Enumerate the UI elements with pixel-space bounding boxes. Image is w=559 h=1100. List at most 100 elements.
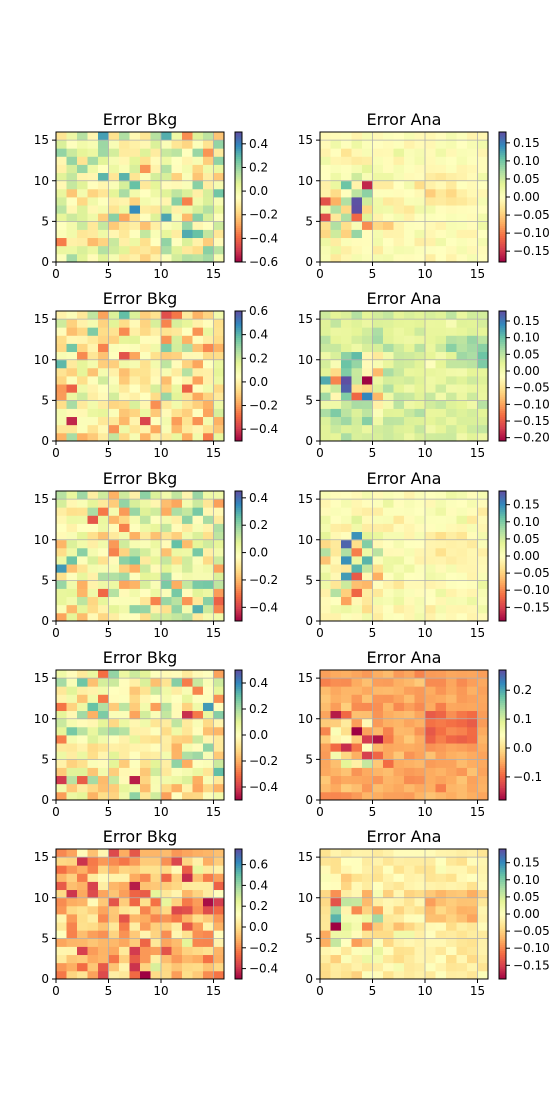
heatmap-cell: [192, 865, 204, 874]
heatmap-cell: [119, 376, 130, 385]
heatmap-cell: [192, 253, 204, 263]
colorbar-segment: [235, 245, 242, 249]
heatmap-cell: [119, 735, 130, 744]
colorbar-segment: [235, 618, 242, 622]
heatmap-cell: [456, 319, 468, 328]
heatmap-cell: [351, 523, 363, 533]
heatmap-cell: [435, 531, 447, 541]
heatmap-cell: [66, 245, 78, 255]
heatmap-cell: [87, 531, 99, 541]
colorbar-segment: [235, 871, 242, 874]
heatmap-cell: [87, 694, 99, 703]
heatmap-cell: [56, 515, 67, 524]
heatmap-cell: [372, 539, 384, 549]
heatmap-cell: [446, 775, 457, 785]
heatmap-cell: [171, 188, 183, 198]
heatmap-cell: [192, 491, 204, 500]
colorbar-segment: [499, 319, 506, 322]
heatmap-cell: [108, 710, 120, 720]
x-tick-label: 5: [369, 805, 377, 819]
heatmap-cell: [435, 205, 447, 214]
colorbar-segment: [235, 227, 242, 230]
colorbar-segment: [499, 873, 506, 876]
heatmap-cell: [150, 922, 162, 931]
heatmap-cell: [171, 767, 183, 777]
heatmap-cell: [362, 849, 373, 858]
heatmap-cell: [66, 751, 78, 760]
heatmap-cell: [108, 970, 120, 980]
heatmap-cell: [467, 735, 478, 744]
heatmap-cell: [351, 327, 363, 336]
heatmap-cell: [150, 962, 162, 972]
colorbar-segment: [235, 132, 242, 135]
colorbar-segment: [235, 942, 242, 945]
heatmap-cell: [56, 857, 67, 866]
heatmap-cell: [446, 205, 457, 214]
y-tick-label: 10: [34, 353, 49, 367]
colorbar-segment: [235, 184, 242, 188]
heatmap-cell: [77, 132, 88, 141]
heatmap-cell: [171, 547, 183, 557]
heatmap-cell: [98, 188, 109, 198]
colorbar-segment: [499, 924, 506, 927]
colorbar-segment: [235, 361, 242, 365]
colorbar-segment: [235, 367, 242, 371]
heatmap-cell: [150, 343, 162, 353]
heatmap-cell: [467, 889, 478, 899]
heatmap-cell: [330, 253, 342, 263]
heatmap-cell: [182, 359, 193, 369]
heatmap-cell: [446, 384, 457, 393]
heatmap-cell: [192, 384, 204, 393]
heatmap-cell: [467, 751, 478, 760]
heatmap-cell: [150, 237, 162, 247]
heatmap-cell: [414, 351, 426, 361]
heatmap-cell: [87, 319, 99, 328]
colorbar-segment: [499, 849, 506, 852]
heatmap-cell: [404, 351, 415, 361]
heatmap-cell: [383, 343, 394, 353]
colorbar-segment: [499, 209, 506, 212]
heatmap-cell: [414, 400, 426, 409]
heatmap-cell: [351, 775, 363, 785]
heatmap-cell: [372, 343, 384, 353]
heatmap-cell: [456, 351, 468, 361]
heatmap-cell: [108, 523, 120, 533]
colorbar-segment: [499, 396, 506, 399]
panel-title: Error Bkg: [103, 469, 177, 488]
heatmap-cell: [87, 881, 99, 891]
heatmap-cell: [351, 873, 363, 882]
heatmap-cell: [77, 392, 88, 401]
heatmap-cell: [372, 180, 384, 190]
heatmap-cell: [161, 881, 172, 891]
heatmap-cell: [213, 783, 225, 793]
colorbar-segment: [499, 757, 506, 760]
heatmap-cell: [150, 775, 162, 785]
heatmap-cell: [320, 132, 331, 141]
heatmap-cell: [456, 604, 468, 614]
colorbar-segment: [499, 948, 506, 952]
heatmap-cell: [161, 564, 172, 573]
heatmap-cell: [77, 678, 88, 687]
heatmap-cell: [456, 172, 468, 182]
heatmap-cell: [140, 359, 151, 369]
heatmap-cell: [213, 718, 225, 728]
heatmap-cell: [383, 930, 394, 939]
heatmap-cell: [362, 702, 373, 712]
heatmap-cell: [435, 759, 447, 768]
colorbar-segment: [499, 909, 506, 913]
heatmap-cell: [192, 132, 204, 141]
colorbar-segment: [235, 907, 242, 911]
heatmap-cell: [477, 710, 489, 720]
heatmap-cell: [129, 539, 141, 549]
heatmap-cell: [341, 172, 352, 182]
heatmap-cell: [383, 499, 394, 508]
heatmap-cell: [171, 376, 183, 385]
heatmap-cell: [108, 180, 120, 190]
colorbar-segment: [499, 146, 506, 149]
heatmap-cell: [203, 156, 214, 165]
heatmap-cell: [456, 922, 468, 931]
heatmap-cell: [182, 604, 193, 614]
heatmap-cell: [477, 930, 489, 939]
colorbar-segment: [499, 380, 506, 383]
